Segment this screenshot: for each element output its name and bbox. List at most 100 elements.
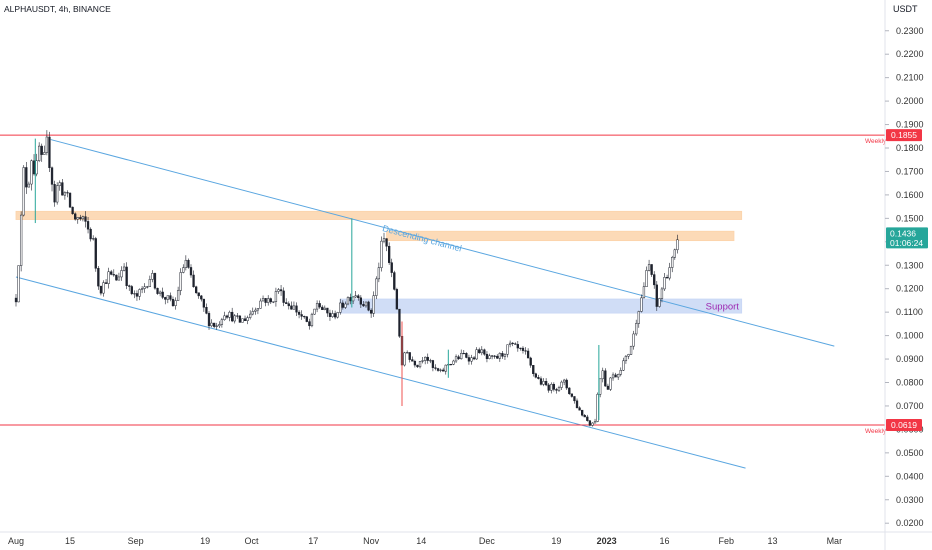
candle-body-170 <box>452 360 455 365</box>
candle-body-116 <box>313 308 316 315</box>
candle-body-108 <box>292 305 296 310</box>
candle-body-82 <box>225 315 229 318</box>
candle-body-195 <box>516 344 519 349</box>
candle-body-74 <box>205 307 208 314</box>
candle-body-56 <box>158 291 162 294</box>
candle-body-75 <box>207 313 211 327</box>
candle-body-43 <box>125 266 128 286</box>
candle-body-197 <box>521 347 525 351</box>
candle-body-5 <box>27 183 31 188</box>
candle-body-72 <box>200 295 203 300</box>
price-tick-19: 0.0400 <box>896 471 924 481</box>
candle-body-141 <box>377 267 381 280</box>
candle-body-55 <box>156 287 159 294</box>
candle-body-188 <box>498 353 501 359</box>
candle-body-83 <box>228 311 231 318</box>
candle-body-211 <box>557 387 561 391</box>
candle-body-220 <box>581 409 584 416</box>
candle-body-235 <box>619 370 622 375</box>
candle-body-180 <box>478 349 481 354</box>
candle-body-201 <box>532 365 535 374</box>
channel-line-0[interactable] <box>50 139 835 347</box>
candle-body-231 <box>609 377 612 390</box>
candle-body-94 <box>256 308 260 311</box>
candle-body-125 <box>336 312 339 318</box>
candle-body-200 <box>529 357 532 366</box>
candle-body-39 <box>115 274 118 281</box>
weekly-price-tag-1[interactable] <box>886 418 922 431</box>
candle-body-193 <box>511 342 514 344</box>
candle-body-40 <box>117 276 121 281</box>
candle-body-133 <box>357 295 360 299</box>
candle-body-8 <box>35 160 38 175</box>
candle-body-156 <box>416 364 419 368</box>
candle-body-119 <box>321 306 324 310</box>
candles-layer <box>14 130 679 427</box>
candle-body-206 <box>544 381 548 386</box>
candle-body-79 <box>218 324 221 327</box>
price-tick-10: 0.1300 <box>896 260 924 270</box>
time-tick-13: 13 <box>768 536 778 546</box>
candle-body-224 <box>591 422 594 426</box>
candle-body-208 <box>550 383 553 391</box>
price-tick-15: 0.0800 <box>896 378 924 388</box>
candle-body-144 <box>385 238 388 247</box>
candle-body-49 <box>140 288 144 290</box>
price-tick-12: 0.1100 <box>896 307 923 317</box>
candle-body-62 <box>174 300 177 306</box>
price-tick-6: 0.1700 <box>896 166 924 176</box>
candle-body-215 <box>568 387 571 395</box>
candle-body-73 <box>202 298 206 308</box>
candle-body-230 <box>606 385 610 390</box>
time-tick-10: 2023 <box>597 536 617 546</box>
candle-body-218 <box>575 400 579 409</box>
candle-body-221 <box>583 415 586 418</box>
candle-body-20 <box>66 192 69 194</box>
candle-body-21 <box>68 192 72 208</box>
time-tick-7: 14 <box>416 536 426 546</box>
candle-body-95 <box>259 300 262 309</box>
price-tick-11: 0.1200 <box>896 284 924 294</box>
price-tick-5: 0.1800 <box>896 143 924 153</box>
candle-body-245 <box>645 270 648 287</box>
time-axis[interactable]: Aug 15 Sep 19 Oct 17 Nov 14 Dec 19 2023 16 Feb 13 Mar <box>0 531 932 546</box>
levels-layer: Weekly Weekly <box>0 134 887 435</box>
weekly-price-tag-0[interactable] <box>886 129 922 142</box>
candle-body-227 <box>599 378 602 395</box>
candle-body-192 <box>508 342 512 345</box>
channel-line-1[interactable] <box>15 276 746 469</box>
candle-body-172 <box>457 356 460 360</box>
candle-body-77 <box>213 322 216 327</box>
candle-body-236 <box>622 360 625 371</box>
candle-body-63 <box>176 290 180 301</box>
price-tick-20: 0.0300 <box>896 495 924 505</box>
candle-body-149 <box>398 308 401 337</box>
candle-body-36 <box>107 271 110 284</box>
current-price-tag[interactable] <box>886 227 928 249</box>
candle-body-19 <box>63 192 67 196</box>
candle-body-45 <box>130 286 133 294</box>
candle-body-252 <box>663 277 666 290</box>
candle-body-101 <box>274 291 278 302</box>
candle-body-155 <box>413 360 417 366</box>
price-unit-label[interactable]: USDT <box>893 4 918 14</box>
candle-body-59 <box>166 295 169 300</box>
candle-body-130 <box>349 297 352 302</box>
candle-body-183 <box>485 353 489 359</box>
candle-body-112 <box>303 316 306 318</box>
candle-body-138 <box>369 309 373 314</box>
candle-body-164 <box>436 368 440 371</box>
candle-body-198 <box>524 350 527 352</box>
candle-body-134 <box>359 297 362 305</box>
price-tick-16: 0.0700 <box>896 401 924 411</box>
candle-body-15 <box>53 184 56 203</box>
time-tick-4: Oct <box>244 536 259 546</box>
candle-body-122 <box>328 312 332 317</box>
candle-body-143 <box>382 238 386 242</box>
candle-body-54 <box>153 273 157 289</box>
symbol-label[interactable]: ALPHAUSDT, 4h, BINANCE <box>4 4 111 14</box>
candle-body-58 <box>164 297 167 300</box>
candle-body-205 <box>542 381 545 385</box>
